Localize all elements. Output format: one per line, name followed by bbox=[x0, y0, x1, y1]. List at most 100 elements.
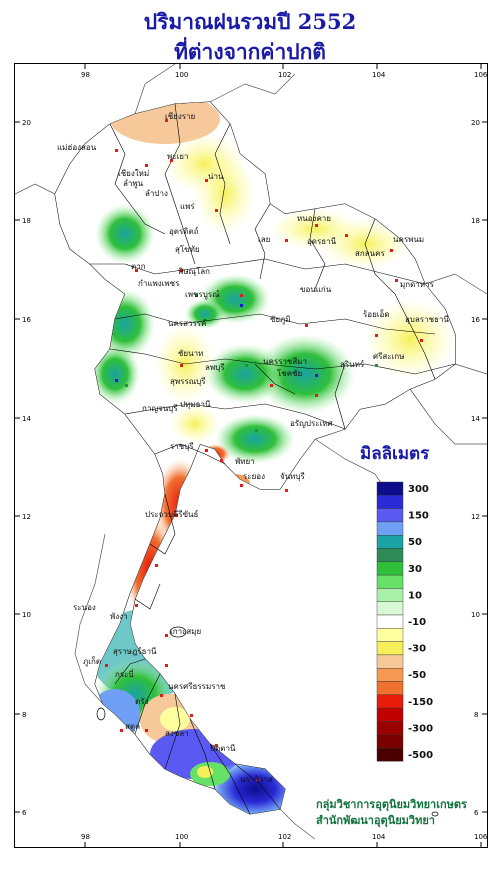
province-label: โชคชัย bbox=[277, 368, 302, 378]
province-label: เลย bbox=[258, 235, 270, 244]
lon-label-98-bottom: 98 bbox=[81, 833, 90, 841]
province-label: ขอนแก่น bbox=[300, 285, 332, 294]
lon-label-104: 104 bbox=[372, 71, 386, 79]
lat-label-16: 16 bbox=[22, 316, 31, 324]
station-markers bbox=[105, 119, 423, 782]
rainfall-map: 98 100 102 104 106 98 100 102 104 106 20… bbox=[14, 63, 488, 847]
grid-ticks bbox=[15, 64, 487, 847]
legend-label: 30 bbox=[408, 564, 422, 575]
legend-swatch bbox=[376, 668, 404, 682]
lon-label-106: 106 bbox=[474, 71, 487, 79]
islands bbox=[96, 626, 439, 817]
province-label: ชัยภูมิ bbox=[270, 315, 291, 325]
province-label: ร้อยเอ็ด bbox=[363, 309, 390, 319]
legend-swatch bbox=[376, 747, 404, 762]
province-label: พัทยา bbox=[235, 457, 255, 466]
province-label: ราชบุรี bbox=[170, 442, 194, 451]
lon-label-100-bottom: 100 bbox=[175, 833, 188, 841]
province-label: เกาะสมุย bbox=[170, 627, 201, 636]
province-label: พิษณุโลก bbox=[178, 266, 210, 276]
legend-swatch bbox=[376, 614, 404, 629]
province-label: หนองคาย bbox=[297, 214, 331, 223]
province-label: พังงา bbox=[110, 612, 128, 621]
left-lat-labels: 20 18 16 14 12 10 8 6 bbox=[22, 119, 31, 817]
legend-label: -500 bbox=[408, 750, 433, 761]
legend-swatch bbox=[376, 521, 404, 536]
province-label: นครศรีธรรมราช bbox=[168, 682, 226, 691]
lon-label-98: 98 bbox=[81, 71, 90, 79]
province-label: นครราชสีมา bbox=[263, 357, 307, 366]
lon-label-102: 102 bbox=[278, 71, 291, 79]
legend-label: 10 bbox=[408, 590, 422, 601]
province-label: ระนอง bbox=[73, 603, 96, 612]
legend-swatch bbox=[376, 734, 404, 749]
province-label: ปทุมธานี bbox=[180, 400, 211, 409]
legend-swatch bbox=[376, 548, 404, 563]
province-label: นราธิวาส bbox=[240, 775, 273, 784]
legend-label: 50 bbox=[408, 537, 422, 548]
lon-label-102-bottom: 102 bbox=[278, 833, 291, 841]
legend-swatch bbox=[376, 508, 404, 523]
right-lat-labels: 20 18 16 14 12 10 8 6 bbox=[471, 119, 480, 817]
legend-swatch bbox=[376, 561, 404, 576]
province-borders bbox=[90, 103, 456, 815]
lon-label-106-bottom: 106 bbox=[474, 833, 487, 841]
legend-swatch bbox=[376, 641, 404, 656]
map-frame: 98 100 102 104 106 98 100 102 104 106 20… bbox=[14, 63, 488, 848]
legend-label: 150 bbox=[408, 511, 429, 522]
province-label: สงขลา bbox=[165, 729, 189, 738]
bottom-lon-labels: 98 100 102 104 106 bbox=[81, 833, 488, 841]
lat-label-18-right: 18 bbox=[471, 217, 480, 225]
legend-swatch bbox=[376, 628, 404, 642]
legend-swatch bbox=[376, 694, 404, 709]
legend-swatch bbox=[376, 654, 404, 669]
province-label: แม่ฮ่องสอน bbox=[57, 143, 97, 152]
province-label: สุพรรณบุรี bbox=[170, 377, 206, 386]
province-label: สตูล bbox=[125, 722, 140, 732]
legend-label: -150 bbox=[408, 697, 433, 708]
legend-label: -30 bbox=[408, 644, 426, 655]
province-label: นครพนม bbox=[393, 235, 424, 244]
province-label: อุดรธานี bbox=[307, 237, 337, 246]
station-markers-blue bbox=[115, 304, 318, 382]
province-label: อรัญประเทศ bbox=[290, 419, 333, 428]
province-label: มุกดาหาร bbox=[400, 280, 435, 289]
province-label: ตาก bbox=[131, 262, 146, 271]
province-label: ลพบุรี bbox=[205, 363, 225, 372]
province-label: ระยอง bbox=[243, 472, 265, 481]
credit-line1: กลุ่มวิชาการอุตุนิยมวิทยาเกษตร bbox=[316, 798, 467, 811]
legend-swatch bbox=[376, 535, 404, 549]
lat-label-20-right: 20 bbox=[471, 119, 480, 127]
province-label: ลำพูน bbox=[123, 179, 144, 189]
province-label: ตรัง bbox=[135, 697, 148, 706]
legend-title: มิลลิเมตร bbox=[360, 444, 430, 464]
lat-label-12-right: 12 bbox=[471, 513, 480, 521]
province-labels: เชียงราย แม่ฮ่องสอน เชียงใหม่ ลำพูน พะเย… bbox=[57, 112, 449, 784]
credit-line2: สำนักพัฒนาอุตุนิยมวิทยา bbox=[316, 814, 435, 827]
legend-swatch bbox=[376, 574, 404, 589]
province-label: สุรินทร์ bbox=[340, 359, 365, 369]
legend-colorbar: 300 150 50 30 10 -10 -30 -50 -150 -300 -500 bbox=[376, 481, 433, 762]
lat-label-6: 6 bbox=[22, 809, 27, 817]
lat-label-8: 8 bbox=[22, 711, 26, 719]
lat-label-10-right: 10 bbox=[471, 611, 480, 619]
lon-label-100: 100 bbox=[175, 71, 188, 79]
legend-swatch bbox=[376, 495, 404, 509]
legend-swatch bbox=[376, 601, 404, 616]
province-label: อุตรดิตถ์ bbox=[169, 226, 199, 236]
lat-label-18: 18 bbox=[22, 217, 31, 225]
province-label: สุโขทัย bbox=[175, 244, 200, 254]
station-markers-green bbox=[125, 294, 378, 432]
province-label: อุบลราชธานี bbox=[405, 315, 449, 324]
lat-label-10: 10 bbox=[22, 611, 31, 619]
legend-label: -300 bbox=[408, 723, 433, 734]
province-label: เชียงใหม่ bbox=[118, 169, 149, 178]
legend-label: 300 bbox=[408, 484, 429, 495]
province-label: ศรีสะเกษ bbox=[373, 352, 404, 361]
province-label: สกลนคร bbox=[355, 249, 385, 258]
top-lon-labels: 98 100 102 104 106 bbox=[81, 71, 488, 79]
province-label: นครสวรรค์ bbox=[168, 318, 206, 328]
province-label: เพชรบูรณ์ bbox=[185, 289, 220, 300]
lon-label-104-bottom: 104 bbox=[372, 833, 386, 841]
province-label: สุราษฎร์ธานี bbox=[113, 646, 157, 656]
